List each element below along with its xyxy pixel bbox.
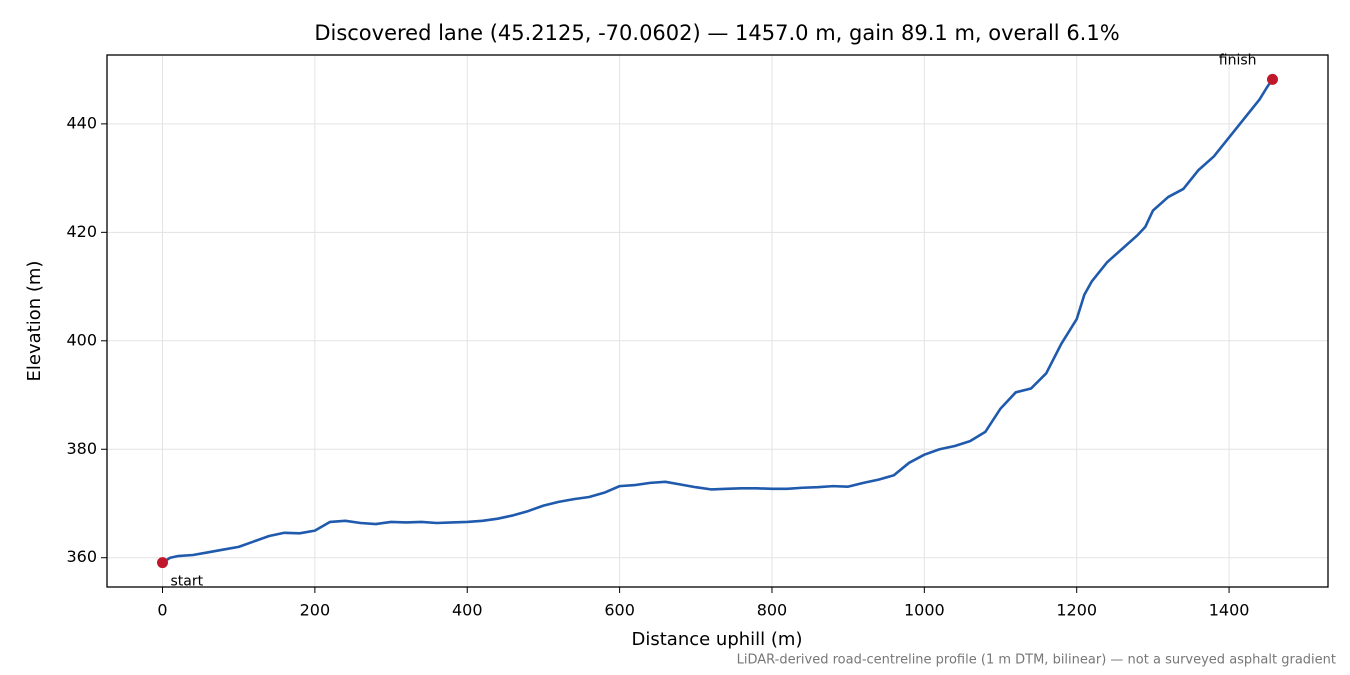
y-axis-label: Elevation (m) (24, 261, 45, 382)
annotation-marker (157, 557, 168, 569)
y-tick-label: 440 (66, 113, 97, 132)
x-tick-label: 400 (452, 601, 483, 620)
x-tick-label: 800 (757, 601, 788, 620)
x-tick-label: 1000 (904, 601, 945, 620)
y-tick-label: 420 (66, 222, 97, 241)
elevation-line (161, 78, 1274, 564)
x-tick-label: 200 (300, 601, 331, 620)
plot-frame (106, 54, 1329, 588)
y-tick-label: 360 (66, 547, 97, 566)
annotation-label: start (171, 574, 204, 590)
x-tick-label: 1400 (1209, 601, 1250, 620)
x-tick-label: 1200 (1056, 601, 1097, 620)
y-tick-label: 400 (66, 330, 97, 349)
x-tick-label: 0 (157, 601, 167, 620)
annotation-marker (1267, 73, 1278, 85)
y-tick-label: 380 (66, 439, 97, 458)
x-tick-label: 600 (604, 601, 635, 620)
chart-title: Discovered lane (45.2125, -70.0602) — 14… (314, 21, 1119, 45)
annotation-label: finish (1219, 52, 1257, 68)
footnote: LiDAR-derived road-centreline profile (1… (737, 653, 1336, 668)
x-axis-label: Distance uphill (m) (632, 629, 803, 650)
